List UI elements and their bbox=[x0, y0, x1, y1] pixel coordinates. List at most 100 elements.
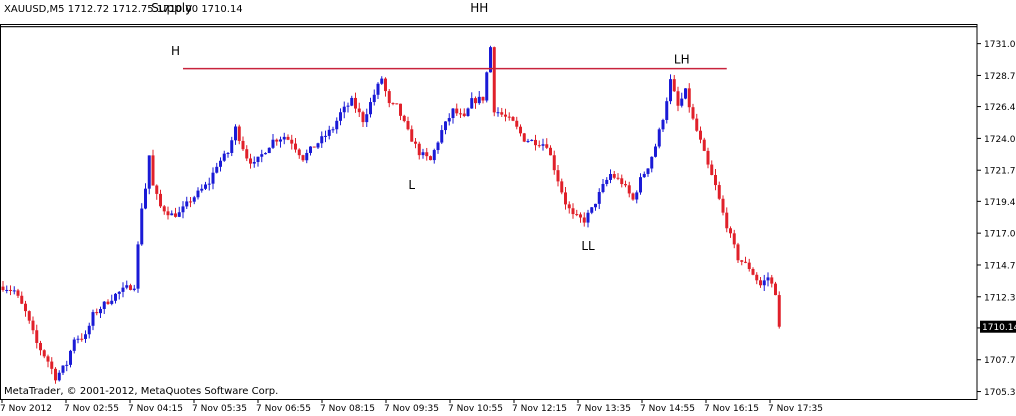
candle-body bbox=[170, 213, 174, 216]
candle-body bbox=[635, 192, 639, 200]
candle-body bbox=[16, 290, 20, 296]
candle-body bbox=[384, 78, 387, 92]
candle-body bbox=[432, 150, 436, 161]
candle-body bbox=[196, 190, 200, 198]
candle-body bbox=[436, 142, 440, 151]
candle-body bbox=[234, 126, 237, 141]
candle-body bbox=[50, 361, 54, 369]
candle-body bbox=[751, 268, 755, 275]
candle-body bbox=[57, 372, 61, 381]
drawn-lines bbox=[0, 26, 977, 70]
candle-body bbox=[507, 116, 511, 118]
candle-body bbox=[680, 98, 684, 106]
x-tick-label: 7 Nov 04:15 bbox=[128, 404, 183, 412]
y-tick-label: 1707.70 bbox=[984, 356, 1016, 366]
y-tick-label: 1728.70 bbox=[984, 72, 1016, 82]
candle-body bbox=[84, 334, 87, 339]
candle-body bbox=[125, 285, 129, 288]
candle-body bbox=[451, 108, 455, 119]
candle-body bbox=[42, 350, 46, 357]
y-tick-label: 1714.70 bbox=[984, 261, 1016, 271]
candle-body bbox=[39, 342, 42, 351]
candle-body bbox=[301, 155, 305, 161]
candle-body bbox=[309, 146, 312, 153]
candle-body bbox=[110, 300, 114, 304]
candle-body bbox=[9, 289, 12, 291]
annotation-label: L bbox=[408, 178, 415, 192]
candle-body bbox=[121, 287, 125, 292]
candle-body bbox=[601, 183, 605, 193]
candle-body bbox=[586, 212, 590, 223]
candle-body bbox=[226, 152, 230, 154]
candle-body bbox=[365, 114, 369, 123]
candle-body bbox=[661, 119, 665, 130]
candle-body bbox=[462, 113, 466, 117]
candle-body bbox=[144, 188, 147, 209]
candle-body bbox=[485, 72, 489, 101]
candle-body bbox=[342, 106, 346, 113]
candle-body bbox=[732, 233, 736, 245]
x-tick-label: 7 Nov 02:55 bbox=[64, 404, 119, 412]
candle-body bbox=[755, 274, 759, 281]
candle-body bbox=[279, 139, 282, 142]
candle-body bbox=[54, 368, 57, 381]
annotation-label: HH bbox=[470, 1, 488, 15]
candle-body bbox=[695, 118, 699, 131]
candle-body bbox=[129, 285, 132, 290]
candle-body bbox=[609, 174, 612, 180]
candle-body bbox=[339, 112, 342, 121]
y-tick-label: 1705.35 bbox=[984, 388, 1016, 398]
candle-body bbox=[320, 136, 324, 144]
candle-body bbox=[642, 173, 646, 178]
candle-body bbox=[391, 103, 395, 105]
candle-body bbox=[567, 204, 571, 209]
candle-body bbox=[331, 129, 335, 131]
candle-body bbox=[657, 129, 661, 147]
y-tick-label: 1731.05 bbox=[984, 40, 1016, 50]
x-tick-label: 7 Nov 12:15 bbox=[512, 404, 567, 412]
candle-body bbox=[275, 139, 279, 142]
candle-body bbox=[466, 108, 470, 117]
candle-body bbox=[676, 91, 680, 106]
candle-body bbox=[204, 184, 207, 189]
candle-body bbox=[579, 214, 582, 218]
candle-body bbox=[264, 153, 267, 155]
candle-body bbox=[440, 130, 444, 143]
candle-body bbox=[455, 108, 459, 114]
candle-body bbox=[575, 214, 579, 216]
candle-body bbox=[192, 197, 196, 202]
candle-body bbox=[766, 277, 770, 281]
candle-body bbox=[380, 78, 384, 84]
annotation-label: H bbox=[171, 44, 180, 58]
candle-body bbox=[31, 320, 35, 331]
candle-body bbox=[215, 166, 219, 173]
candle-body bbox=[650, 156, 654, 169]
candle-body bbox=[241, 140, 245, 150]
candle-body bbox=[155, 185, 159, 194]
candle-body bbox=[219, 160, 222, 167]
candle-body bbox=[69, 350, 72, 365]
candle-body bbox=[211, 172, 215, 184]
candle-body bbox=[185, 201, 189, 207]
candle-body bbox=[159, 193, 162, 207]
candle-body bbox=[725, 212, 729, 229]
candle-body bbox=[519, 126, 522, 134]
candle-body bbox=[736, 244, 740, 261]
candle-body bbox=[106, 301, 110, 304]
candle-body bbox=[552, 155, 556, 171]
annotation-label: LL bbox=[581, 239, 595, 253]
candle-body bbox=[76, 338, 80, 340]
candle-body bbox=[35, 330, 39, 343]
x-tick-label: 7 Nov 10:55 bbox=[448, 404, 503, 412]
candle-body bbox=[560, 181, 564, 193]
candle-body bbox=[770, 277, 774, 284]
y-tick-label: 1724.05 bbox=[984, 135, 1016, 145]
candle-body bbox=[665, 101, 669, 120]
candle-body bbox=[717, 185, 721, 199]
candle-body bbox=[489, 47, 492, 73]
candle-body bbox=[410, 129, 414, 142]
candle-body bbox=[95, 312, 99, 314]
candle-body bbox=[777, 295, 781, 327]
